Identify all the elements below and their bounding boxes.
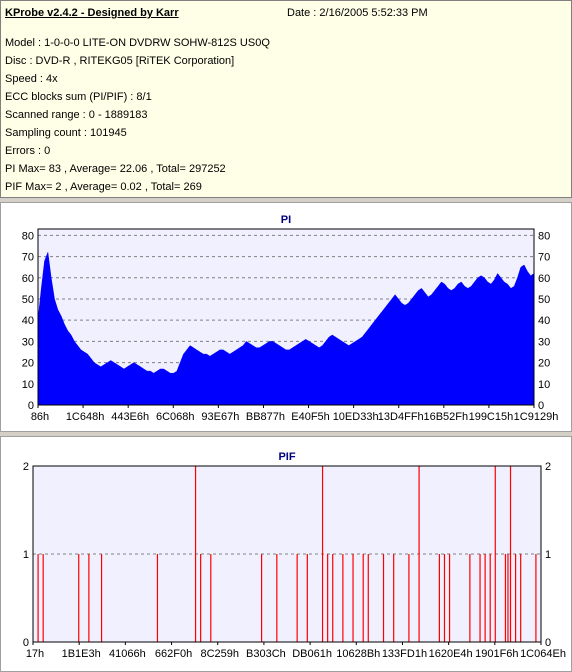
pi-ytick-right: 40 <box>538 315 550 327</box>
pif-ytick-left: 2 <box>23 461 29 473</box>
pif-ytick-right: 0 <box>545 637 551 649</box>
pif-ytick-left: 0 <box>23 637 29 649</box>
scan-date: Date : 2/16/2005 5:52:33 PM <box>287 7 428 19</box>
pif-xtick-label: 662F0h <box>155 648 192 660</box>
pi-plot-border <box>37 228 535 406</box>
info-range: Scanned range : 0 - 1889183 <box>5 109 148 121</box>
pi-xtick-label: BB877h <box>246 411 285 423</box>
pif-xtick-label: DB061h <box>292 648 332 660</box>
pi-ytick-left: 20 <box>22 358 34 370</box>
pif-chart-panel: PIF 0 0 1 1 2 2 17h 1B1E3h 41066h 662F0h 8C259h B303… <box>0 436 572 672</box>
pi-xtick-label: 13D4FFh <box>378 411 424 423</box>
info-errors: Errors : 0 <box>5 145 51 157</box>
pi-ytick-right: 0 <box>538 400 544 412</box>
pi-ytick-left: 30 <box>22 336 34 348</box>
pif-xtick-label: B303Ch <box>246 648 286 660</box>
pi-ytick-right: 30 <box>538 336 550 348</box>
pi-xtick-label: 1C648h <box>66 411 105 423</box>
pi-xtick-label: 86h <box>31 411 49 423</box>
pi-ytick-left: 60 <box>22 273 34 285</box>
pi-xtick-label: E40F5h <box>291 411 330 423</box>
pif-xtick-label: 10628Bh <box>336 648 380 660</box>
pif-chart: PIF 0 0 1 1 2 2 17h 1B1E3h 41066h 662F0h 8C259h B303… <box>23 451 566 660</box>
pi-xtick-label: 16B52Fh <box>423 411 468 423</box>
pi-ytick-right: 80 <box>538 230 550 242</box>
pi-ytick-right: 60 <box>538 273 550 285</box>
pi-xtick-label: 10ED33h <box>333 411 379 423</box>
info-speed: Speed : 4x <box>5 73 58 85</box>
pi-xtick-label: 443E6h <box>111 411 149 423</box>
pi-xtick-label: 199C15h <box>469 411 514 423</box>
info-panel: KProbe v2.4.2 - Designed by Karr Date : … <box>0 0 572 198</box>
app-title: KProbe v2.4.2 - Designed by Karr <box>5 7 179 19</box>
pi-xtick-label: 6C068h <box>156 411 195 423</box>
pi-ytick-right: 50 <box>538 294 550 306</box>
pi-ytick-right: 10 <box>538 379 550 391</box>
pif-xtick-label: 17h <box>26 648 44 660</box>
pif-ytick-right: 2 <box>545 461 551 473</box>
info-ecc: ECC blocks sum (PI/PIF) : 8/1 <box>5 91 152 103</box>
info-model: Model : 1-0-0-0 LITE-ON DVDRW SOHW-812S … <box>5 37 270 49</box>
info-disc: Disc : DVD-R , RITEKG05 [RiTEK Corporati… <box>5 55 235 67</box>
pif-xtick-label: 133FD1h <box>382 648 427 660</box>
pi-ytick-left: 40 <box>22 315 34 327</box>
pi-ytick-right: 70 <box>538 252 550 264</box>
pi-ytick-left: 0 <box>28 400 34 412</box>
pi-title: PI <box>281 214 291 226</box>
pif-plot-border <box>32 465 542 643</box>
pif-xtick-label: 1901F6h <box>475 648 518 660</box>
pi-ytick-left: 80 <box>22 230 34 242</box>
pi-ytick-left: 70 <box>22 252 34 264</box>
pi-ytick-left: 50 <box>22 294 34 306</box>
pi-ytick-right: 20 <box>538 358 550 370</box>
pif-xtick-label: 1B1E3h <box>62 648 101 660</box>
pif-xtick-label: 1C064Eh <box>520 648 566 660</box>
info-sampling: Sampling count : 101945 <box>5 127 127 139</box>
pif-xtick-label: 1620E4h <box>429 648 473 660</box>
pi-series-area <box>37 252 535 406</box>
pi-chart-panel: PI 0 0 10 10 20 20 30 30 40 40 50 50 60 60 70 70 80 80 86h 1… <box>0 202 572 432</box>
pif-title: PIF <box>278 451 295 463</box>
pif-xtick-label: 41066h <box>109 648 146 660</box>
pi-xtick-label: 1C9129h <box>514 411 559 423</box>
pif-xtick-label: 8C259h <box>200 648 239 660</box>
info-pif-summary: PIF Max= 2 , Average= 0.02 , Total= 269 <box>5 181 202 193</box>
pif-ytick-left: 1 <box>23 549 29 561</box>
pi-ytick-left: 10 <box>22 379 34 391</box>
pif-ytick-right: 1 <box>545 549 551 561</box>
pi-chart: PI 0 0 10 10 20 20 30 30 40 40 50 50 60 60 70 70 80 80 86h 1… <box>22 214 559 423</box>
info-pi-summary: PI Max= 83 , Average= 22.06 , Total= 297… <box>5 163 226 175</box>
pi-xtick-label: 93E67h <box>201 411 239 423</box>
